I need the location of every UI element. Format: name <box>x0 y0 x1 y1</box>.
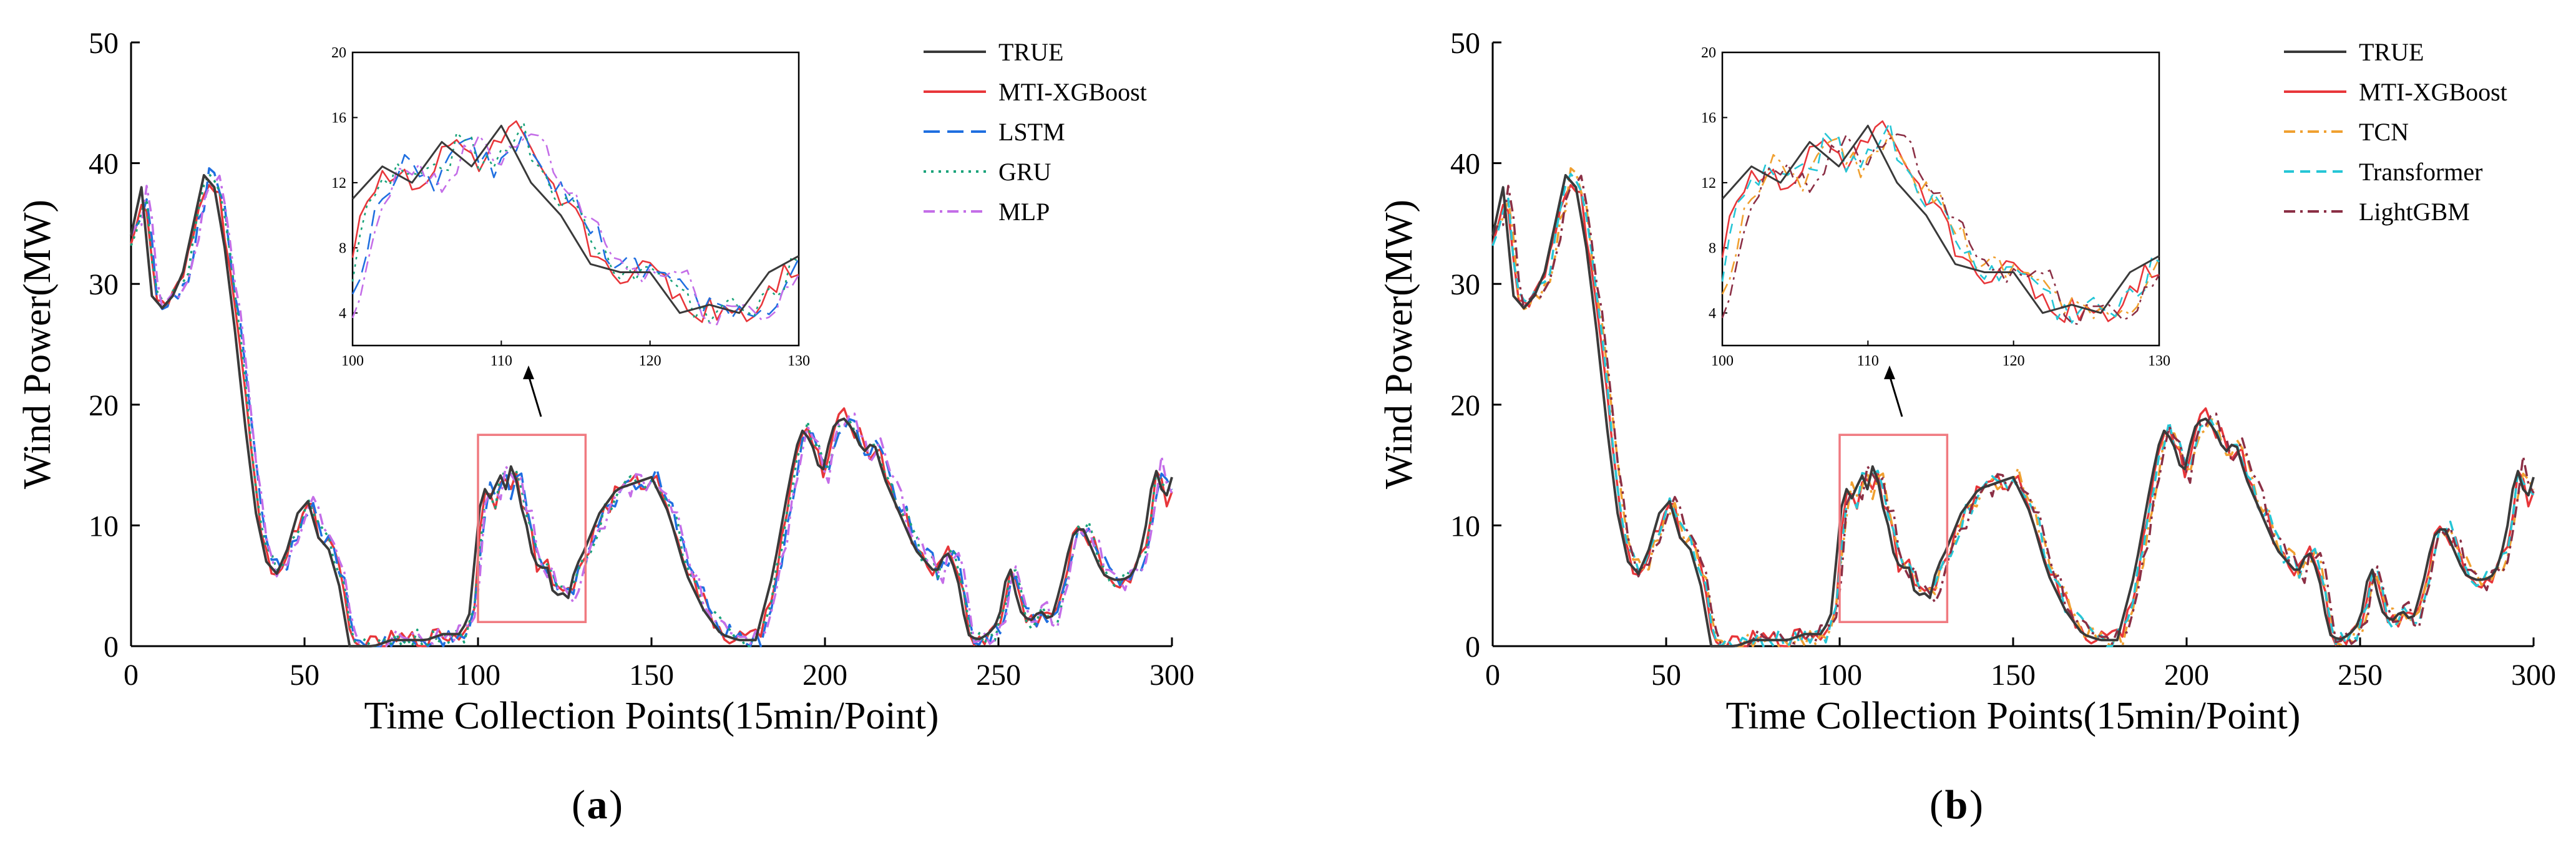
inset-series-line-tcn <box>1721 130 2160 319</box>
y-tick-label: 40 <box>89 148 119 181</box>
inset-x-tick-label: 130 <box>2148 353 2170 369</box>
y-tick-label: 10 <box>89 510 119 543</box>
series-line-true <box>1491 174 2535 647</box>
x-tick-label: 200 <box>803 659 847 692</box>
x-tick-label: 150 <box>629 659 674 692</box>
inset-y-tick-label: 12 <box>1701 175 1716 191</box>
inset-y-tick-label: 20 <box>331 45 346 61</box>
inset-x-tick-label: 120 <box>2003 353 2025 369</box>
x-tick-label: 200 <box>2164 659 2209 692</box>
x-tick-label: 50 <box>290 659 320 692</box>
inset-x-tick-label: 130 <box>788 353 810 369</box>
panel-b: 0 10 20 30 40 50 0 50 100 150 200 250 300 Time Collec… <box>1378 27 2556 737</box>
legend-label: Transformer <box>2359 158 2483 186</box>
legend-label: TCN <box>2359 118 2409 146</box>
zoom-arrow-head <box>523 365 534 379</box>
legend-label: TRUE <box>998 38 1063 66</box>
inset-y-tick-label: 4 <box>339 306 346 322</box>
legend-label: MTI-XGBoost <box>998 78 1147 106</box>
series-line-gru <box>130 173 1173 647</box>
inset-y-tick-label: 8 <box>1709 240 1716 256</box>
series-line-true <box>130 174 1173 647</box>
inset-frame <box>351 51 800 347</box>
zoom-arrow-head <box>1884 365 1895 379</box>
x-tick-label: 250 <box>2338 659 2383 692</box>
zoom-region-box <box>477 433 587 624</box>
inset-x-tick-label: 110 <box>1857 353 1879 369</box>
x-tick-label: 300 <box>1149 659 1194 692</box>
inset-series-line-transformer <box>1721 122 2160 324</box>
inset-series-line-true <box>351 125 799 314</box>
x-tick-label: 0 <box>124 659 139 692</box>
inset-y-tick-label: 8 <box>339 240 346 256</box>
inset-y-tick-label: 20 <box>1701 45 1716 61</box>
inset-series-line-mlp <box>351 133 800 326</box>
panel-a-caption-letter: a <box>587 782 608 828</box>
y-tick-label: 0 <box>104 631 119 664</box>
zoom-arrow <box>1888 375 1903 417</box>
y-tick-label: 20 <box>89 389 119 422</box>
panel-b-caption-letter: b <box>1945 782 1968 828</box>
zoom-region-box <box>1838 433 1949 624</box>
y-tick-label: 20 <box>1450 389 1480 422</box>
inset-series-line-lstm <box>351 130 800 319</box>
inset-series-line-lightgbm <box>1721 133 2160 326</box>
inset-x-tick-label: 120 <box>639 353 661 369</box>
inset-series-line-true <box>1721 125 2160 314</box>
y-tick-label: 40 <box>1450 148 1480 181</box>
x-tick-label: 50 <box>1651 659 1681 692</box>
inset-y-tick-label: 16 <box>331 110 346 126</box>
legend-label: MTI-XGBoost <box>2359 78 2507 106</box>
panel-b-caption-open: ( <box>1930 782 1943 828</box>
y-tick-label: 10 <box>1450 510 1480 543</box>
inset-x-tick-label: 100 <box>341 353 364 369</box>
series-line-mlp <box>130 175 1173 647</box>
series-line-lightgbm <box>1491 175 2535 647</box>
inset-frame <box>1721 51 2160 347</box>
legend-label: LSTM <box>998 118 1065 146</box>
x-axis-label: Time Collection Points(15min/Point) <box>364 695 939 737</box>
y-axis-label: Wind Power(MW) <box>1378 200 1420 489</box>
inset-x-tick-label: 110 <box>490 353 512 369</box>
y-tick-label: 30 <box>89 268 119 301</box>
y-axis-label: Wind Power(MW) <box>16 200 59 489</box>
inset-y-tick-label: 12 <box>331 175 346 191</box>
inset-y-tick-label: 4 <box>1709 306 1716 322</box>
y-tick-label: 50 <box>1450 27 1480 60</box>
zoom-arrow <box>527 375 542 417</box>
legend-label: TRUE <box>2359 38 2424 66</box>
x-tick-label: 100 <box>1817 659 1862 692</box>
x-axis-label: Time Collection Points(15min/Point) <box>1726 695 2301 737</box>
panel-b-caption-close: ) <box>1969 782 1983 828</box>
x-tick-label: 100 <box>456 659 500 692</box>
x-tick-label: 250 <box>976 659 1021 692</box>
y-tick-label: 50 <box>89 27 119 60</box>
legend-label: MLP <box>998 198 1050 226</box>
y-tick-label: 30 <box>1450 268 1480 301</box>
legend-label: LightGBM <box>2359 198 2470 226</box>
panel-a-caption-open: ( <box>572 782 585 828</box>
y-tick-label: 0 <box>1465 631 1480 664</box>
inset-y-tick-label: 16 <box>1701 110 1716 126</box>
panel-a-caption-close: ) <box>609 782 623 828</box>
x-tick-label: 300 <box>2511 659 2556 692</box>
inset-series-line-gru <box>351 122 799 324</box>
legend-label: GRU <box>998 158 1051 186</box>
inset-x-tick-label: 100 <box>1711 353 1734 369</box>
panel-a: 0 10 20 30 40 50 0 50 100 150 200 250 300 Time Collec… <box>16 27 1194 737</box>
x-tick-label: 0 <box>1485 659 1500 692</box>
x-tick-label: 150 <box>1991 659 2036 692</box>
